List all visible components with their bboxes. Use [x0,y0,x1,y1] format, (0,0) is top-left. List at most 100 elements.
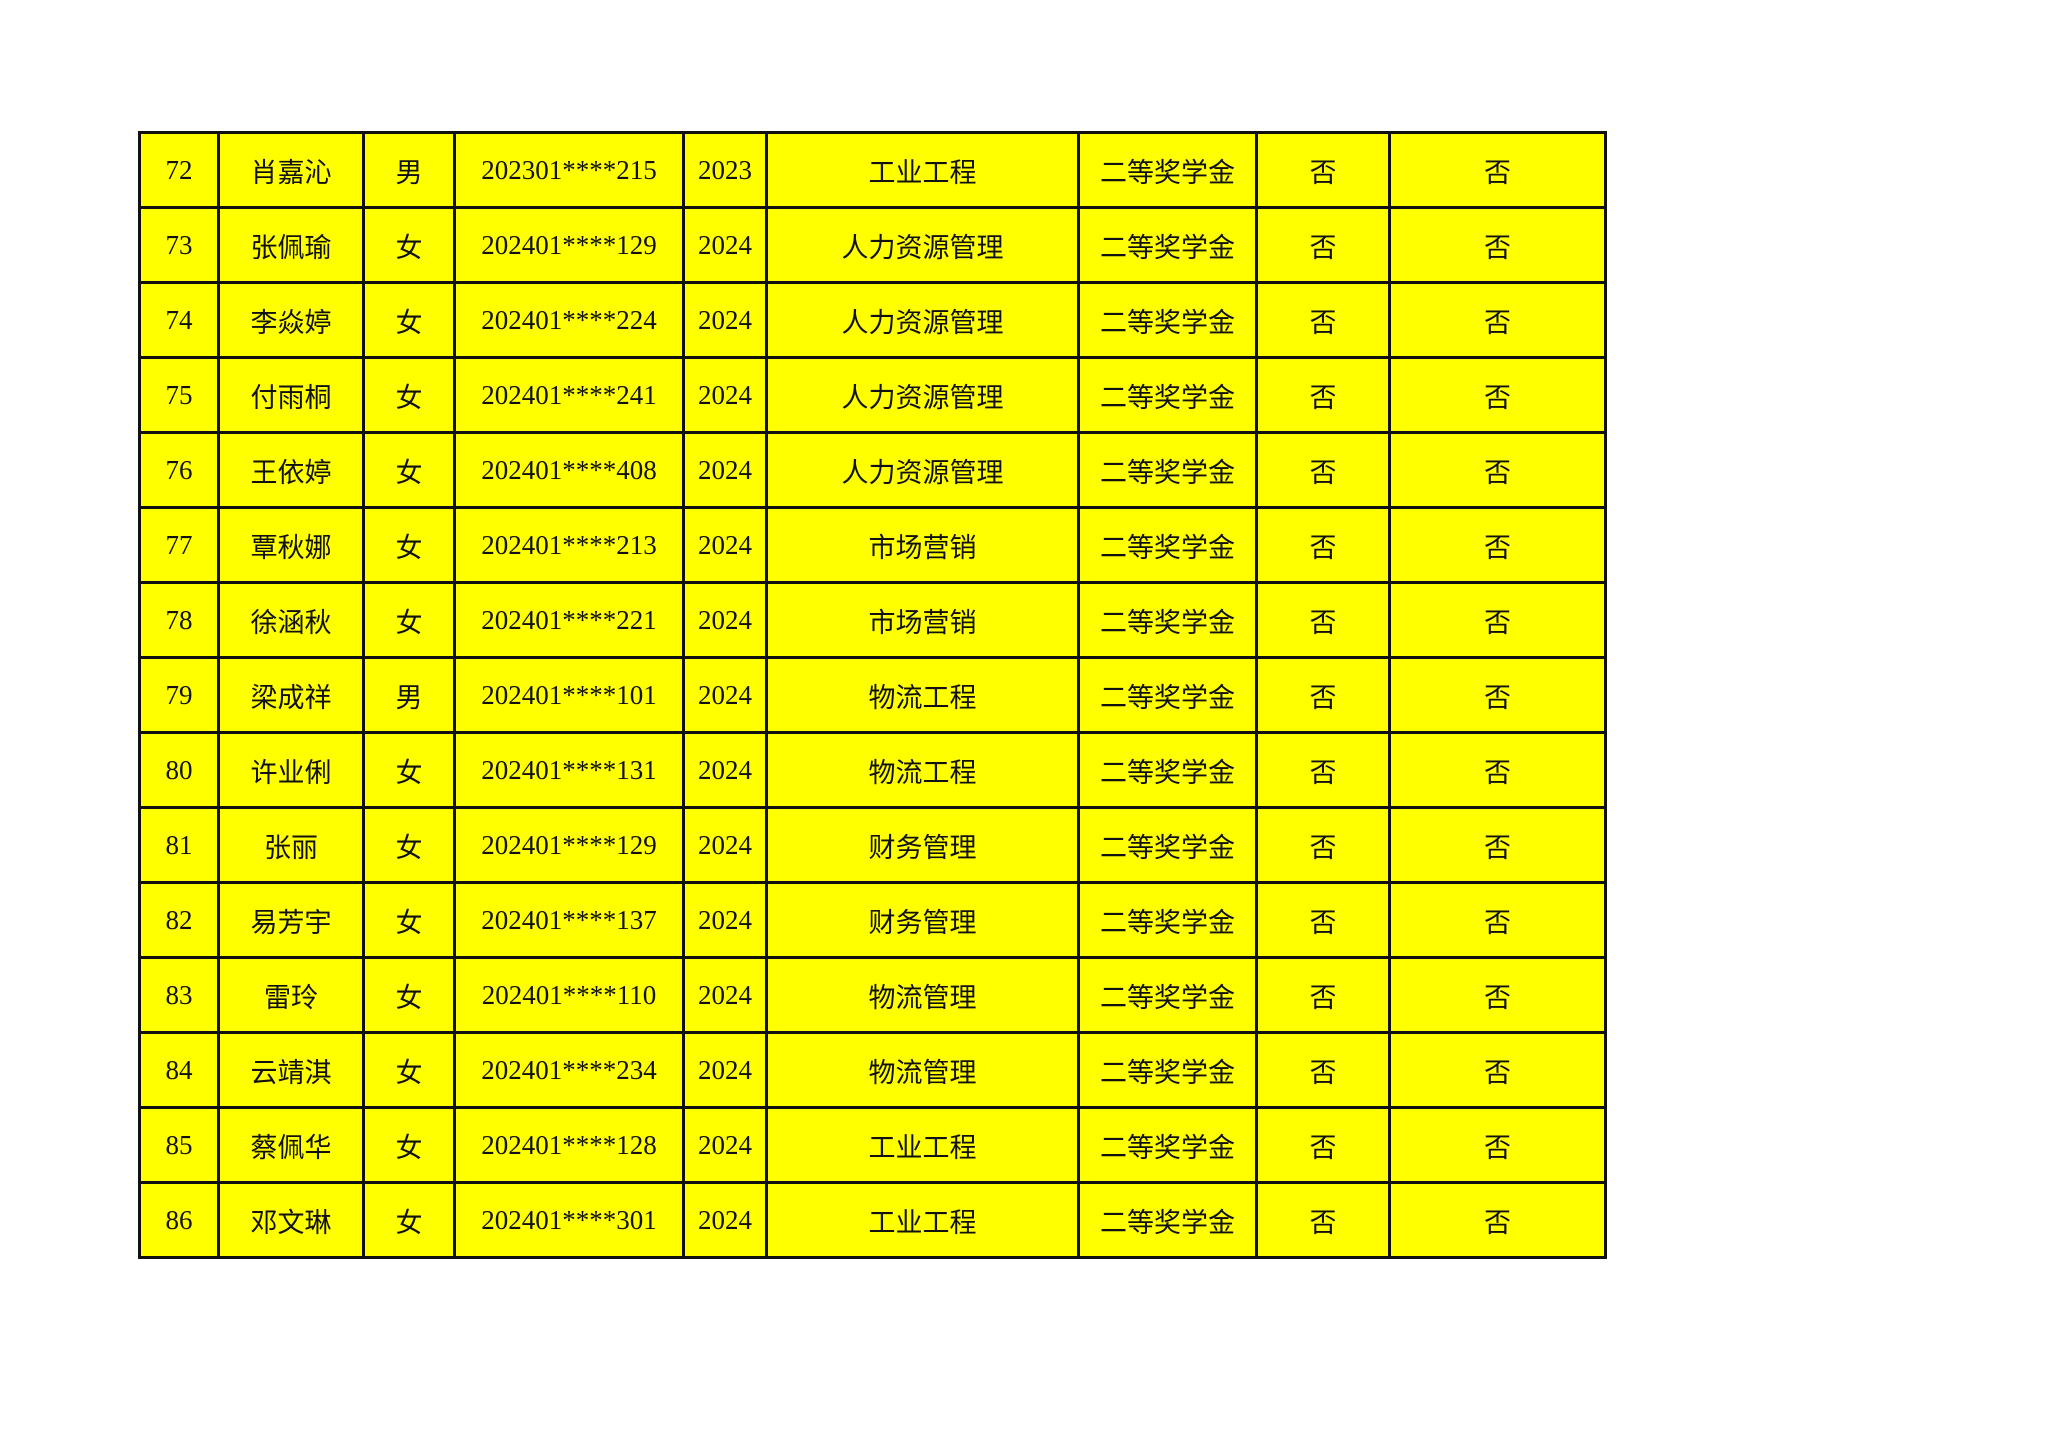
row-number-cell: 85 [138,1106,220,1184]
table-row: 79 梁成祥男 202401****101 2024 物流工程 二等奖学金否否 [138,656,1607,734]
grade-year-cell: 2024 [682,1031,768,1109]
flag-col-8-cell: 否 [1255,281,1391,359]
gender-cell: 女 [362,356,456,434]
student-id-cell: 202401****234 [453,1031,685,1109]
student-id-cell: 202401****137 [453,881,685,959]
flag-col-9-cell: 否 [1388,881,1607,959]
grade-year-cell: 2024 [682,431,768,509]
scholarship-level-cell: 二等奖学金 [1077,356,1258,434]
student-name-cell: 蔡佩华 [217,1106,365,1184]
major-cell: 市场营销 [765,506,1080,584]
table-row: 73 张佩瑜女 202401****129 2024 人力资源管理 二等奖学金否否 [138,206,1607,284]
flag-col-8-cell: 否 [1255,131,1391,209]
flag-col-8-cell: 否 [1255,1106,1391,1184]
flag-col-8-cell: 否 [1255,356,1391,434]
table-row: 83 雷玲女 202401****110 2024 物流管理 二等奖学金否否 [138,956,1607,1034]
flag-col-9-cell: 否 [1388,131,1607,209]
flag-col-9-cell: 否 [1388,431,1607,509]
flag-col-9-cell: 否 [1388,956,1607,1034]
row-number-cell: 72 [138,131,220,209]
gender-cell: 男 [362,656,456,734]
table-row: 78 徐涵秋女 202401****221 2024 市场营销 二等奖学金否否 [138,581,1607,659]
flag-col-9-cell: 否 [1388,1181,1607,1259]
table-row: 81 张丽女 202401****129 2024 财务管理 二等奖学金否否 [138,806,1607,884]
major-cell: 财务管理 [765,806,1080,884]
scholarship-level-cell: 二等奖学金 [1077,656,1258,734]
student-id-cell: 202401****213 [453,506,685,584]
gender-cell: 女 [362,956,456,1034]
student-name-cell: 雷玲 [217,956,365,1034]
major-cell: 市场营销 [765,581,1080,659]
scholarship-level-cell: 二等奖学金 [1077,1181,1258,1259]
student-id-cell: 202401****128 [453,1106,685,1184]
flag-col-9-cell: 否 [1388,806,1607,884]
grade-year-cell: 2024 [682,806,768,884]
flag-col-8-cell: 否 [1255,581,1391,659]
student-name-cell: 易芳宇 [217,881,365,959]
row-number-cell: 86 [138,1181,220,1259]
flag-col-8-cell: 否 [1255,431,1391,509]
flag-col-8-cell: 否 [1255,881,1391,959]
major-cell: 工业工程 [765,131,1080,209]
table-row: 74 李焱婷女 202401****224 2024 人力资源管理 二等奖学金否否 [138,281,1607,359]
gender-cell: 女 [362,281,456,359]
table-row: 86 邓文琳女 202401****301 2024 工业工程 二等奖学金否否 [138,1181,1607,1259]
student-id-cell: 202401****408 [453,431,685,509]
scholarship-level-cell: 二等奖学金 [1077,1106,1258,1184]
table-row: 77 覃秋娜女 202401****213 2024 市场营销 二等奖学金否否 [138,506,1607,584]
flag-col-9-cell: 否 [1388,1031,1607,1109]
scholarship-table: 72 肖嘉沁男 202301****215 2023 工业工程 二等奖学金否否 73 张佩瑜女… [138,131,1607,1259]
major-cell: 人力资源管理 [765,281,1080,359]
grade-year-cell: 2024 [682,1181,768,1259]
student-name-cell: 肖嘉沁 [217,131,365,209]
flag-col-9-cell: 否 [1388,206,1607,284]
gender-cell: 女 [362,1181,456,1259]
scholarship-level-cell: 二等奖学金 [1077,506,1258,584]
flag-col-8-cell: 否 [1255,656,1391,734]
major-cell: 物流工程 [765,656,1080,734]
row-number-cell: 80 [138,731,220,809]
flag-col-8-cell: 否 [1255,1181,1391,1259]
table-row: 82 易芳宇女 202401****137 2024 财务管理 二等奖学金否否 [138,881,1607,959]
flag-col-8-cell: 否 [1255,956,1391,1034]
row-number-cell: 81 [138,806,220,884]
table-row: 75 付雨桐女 202401****241 2024 人力资源管理 二等奖学金否否 [138,356,1607,434]
gender-cell: 女 [362,1031,456,1109]
table-row: 72 肖嘉沁男 202301****215 2023 工业工程 二等奖学金否否 [138,131,1607,209]
student-id-cell: 202401****129 [453,206,685,284]
gender-cell: 男 [362,131,456,209]
scholarship-level-cell: 二等奖学金 [1077,1031,1258,1109]
flag-col-9-cell: 否 [1388,656,1607,734]
table-row: 84 云靖淇女 202401****234 2024 物流管理 二等奖学金否否 [138,1031,1607,1109]
table-row: 85 蔡佩华女 202401****128 2024 工业工程 二等奖学金否否 [138,1106,1607,1184]
major-cell: 人力资源管理 [765,206,1080,284]
scholarship-level-cell: 二等奖学金 [1077,206,1258,284]
gender-cell: 女 [362,431,456,509]
gender-cell: 女 [362,581,456,659]
student-name-cell: 邓文琳 [217,1181,365,1259]
student-name-cell: 许业俐 [217,731,365,809]
grade-year-cell: 2024 [682,206,768,284]
scholarship-level-cell: 二等奖学金 [1077,581,1258,659]
student-name-cell: 张丽 [217,806,365,884]
student-id-cell: 202401****301 [453,1181,685,1259]
scholarship-level-cell: 二等奖学金 [1077,431,1258,509]
table-row: 80 许业俐女 202401****131 2024 物流工程 二等奖学金否否 [138,731,1607,809]
row-number-cell: 84 [138,1031,220,1109]
major-cell: 财务管理 [765,881,1080,959]
grade-year-cell: 2024 [682,956,768,1034]
row-number-cell: 76 [138,431,220,509]
student-name-cell: 徐涵秋 [217,581,365,659]
flag-col-8-cell: 否 [1255,506,1391,584]
grade-year-cell: 2024 [682,281,768,359]
grade-year-cell: 2023 [682,131,768,209]
student-id-cell: 202401****241 [453,356,685,434]
student-id-cell: 202401****221 [453,581,685,659]
row-number-cell: 74 [138,281,220,359]
flag-col-8-cell: 否 [1255,806,1391,884]
student-id-cell: 202401****110 [453,956,685,1034]
student-name-cell: 王依婷 [217,431,365,509]
gender-cell: 女 [362,206,456,284]
flag-col-9-cell: 否 [1388,1106,1607,1184]
major-cell: 物流工程 [765,731,1080,809]
